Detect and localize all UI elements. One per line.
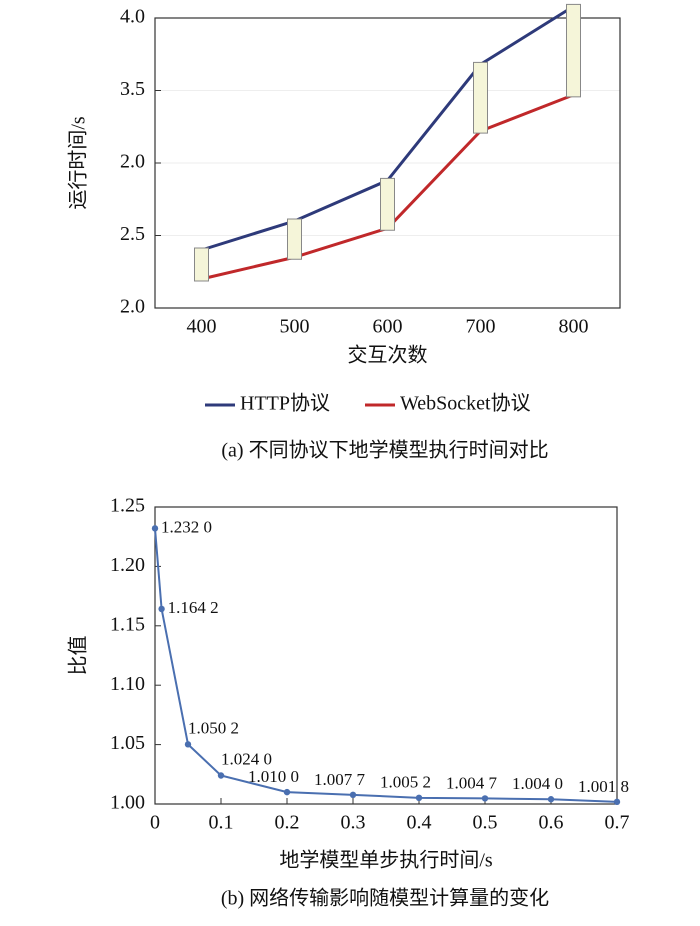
x-axis-label: 交互次数	[348, 344, 428, 367]
x-tick-label: 0.4	[407, 812, 432, 834]
y-axis-label: 比值	[67, 636, 90, 676]
value-label: 1.001 8	[578, 777, 629, 796]
caption: (b) 网络传输影响随模型计算量的变化	[221, 887, 549, 910]
value-label: 1.024 0	[221, 749, 272, 768]
y-axis-label: 运行时间/s	[67, 116, 90, 210]
y-tick-label: 1.25	[110, 495, 145, 517]
x-tick-label: 0.3	[341, 812, 366, 834]
value-label: 1.164 2	[168, 598, 219, 617]
point	[349, 791, 357, 799]
point	[547, 796, 555, 803]
difference-box	[287, 218, 302, 260]
point	[283, 788, 291, 796]
point	[151, 525, 159, 532]
x-tick-label: 0	[150, 812, 160, 834]
x-tick-label: 700	[466, 316, 496, 338]
y-tick-label: 1.05	[110, 732, 145, 754]
y-tick-label: 4.0	[120, 6, 145, 28]
difference-box	[566, 3, 581, 98]
series-line	[154, 528, 618, 803]
legend-label: HTTP协议	[240, 392, 330, 415]
x-tick-label: 500	[280, 316, 310, 338]
x-tick-label: 0.6	[539, 812, 564, 834]
caption: (a) 不同协议下地学模型执行时间对比	[221, 439, 548, 462]
difference-box	[194, 247, 209, 282]
x-tick-label: 0.2	[275, 812, 300, 834]
point	[613, 798, 621, 806]
point	[217, 772, 225, 779]
difference-box	[380, 177, 395, 231]
point	[415, 794, 423, 802]
legend-label: WebSocket协议	[400, 392, 531, 415]
y-tick-label: 1.10	[110, 673, 145, 695]
y-tick-label: 1.20	[110, 554, 145, 576]
value-label: 1.004 0	[512, 774, 563, 793]
plot-frame	[154, 506, 618, 805]
y-tick-label: 1.00	[110, 792, 145, 814]
plot-frame	[154, 17, 621, 309]
x-tick-label: 0.5	[473, 812, 498, 834]
value-label: 1.005 2	[380, 773, 431, 792]
point	[481, 795, 489, 802]
value-label: 1.007 7	[314, 770, 366, 789]
value-label: 1.010 0	[248, 767, 299, 786]
value-label: 1.050 2	[188, 718, 239, 737]
y-tick-label: 1.15	[110, 613, 145, 635]
x-tick-label: 0.7	[605, 812, 630, 834]
y-tick-label: 2.0	[120, 296, 145, 318]
y-tick-label: 2.0	[120, 151, 145, 173]
x-tick-label: 0.1	[209, 812, 234, 834]
x-tick-label: 800	[559, 316, 589, 338]
point	[184, 741, 192, 748]
y-tick-label: 3.5	[120, 78, 145, 100]
value-label: 1.232 0	[161, 517, 212, 536]
y-tick-label: 2.5	[120, 223, 145, 245]
x-tick-label: 400	[187, 316, 217, 338]
point	[158, 605, 165, 613]
difference-box	[473, 61, 488, 134]
x-tick-label: 600	[373, 316, 403, 338]
x-axis-label: 地学模型单步执行时间/s	[279, 849, 493, 872]
value-label: 1.004 7	[446, 773, 498, 792]
